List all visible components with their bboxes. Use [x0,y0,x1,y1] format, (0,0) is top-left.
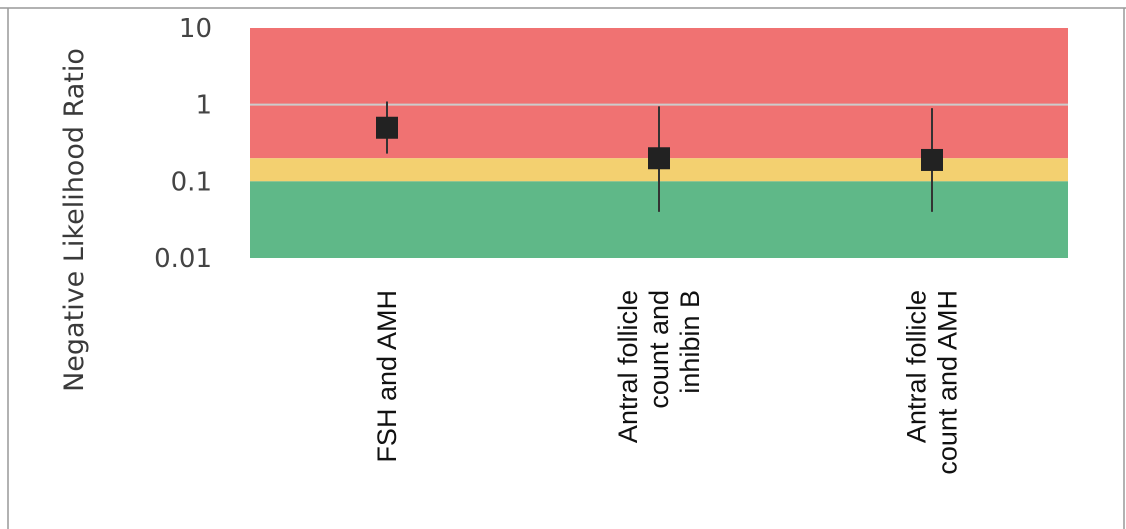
x-category-label: Antral follicle count and AMH [902,290,963,475]
x-category-label-line: inhibin B [675,290,705,394]
y-tick-label: 0.01 [154,244,212,274]
y-tick-label: 0.1 [171,167,212,197]
y-axis-ticks: 10 1 0.1 0.01 [154,14,212,274]
x-axis-category-labels: FSH and AMH Antral follicle count and inhib… [372,290,963,475]
x-category-label-line: FSH and AMH [372,290,402,463]
point-marker [921,148,943,171]
x-category-label: Antral follicle count and inhibin B [613,290,705,443]
point-marker [648,147,670,170]
point-markers [376,116,943,171]
y-axis-title: Negative Likelihood Ratio [59,48,90,392]
x-category-label-line: Antral follicle [613,290,643,443]
y-tick-label: 1 [195,91,212,121]
x-category-label-line: count and [644,290,674,409]
point-marker [376,116,398,139]
x-category-label-line: count and AMH [933,290,963,475]
y-tick-label: 10 [179,14,212,44]
x-category-label-line: Antral follicle [902,290,932,443]
x-category-label: FSH and AMH [372,290,402,463]
